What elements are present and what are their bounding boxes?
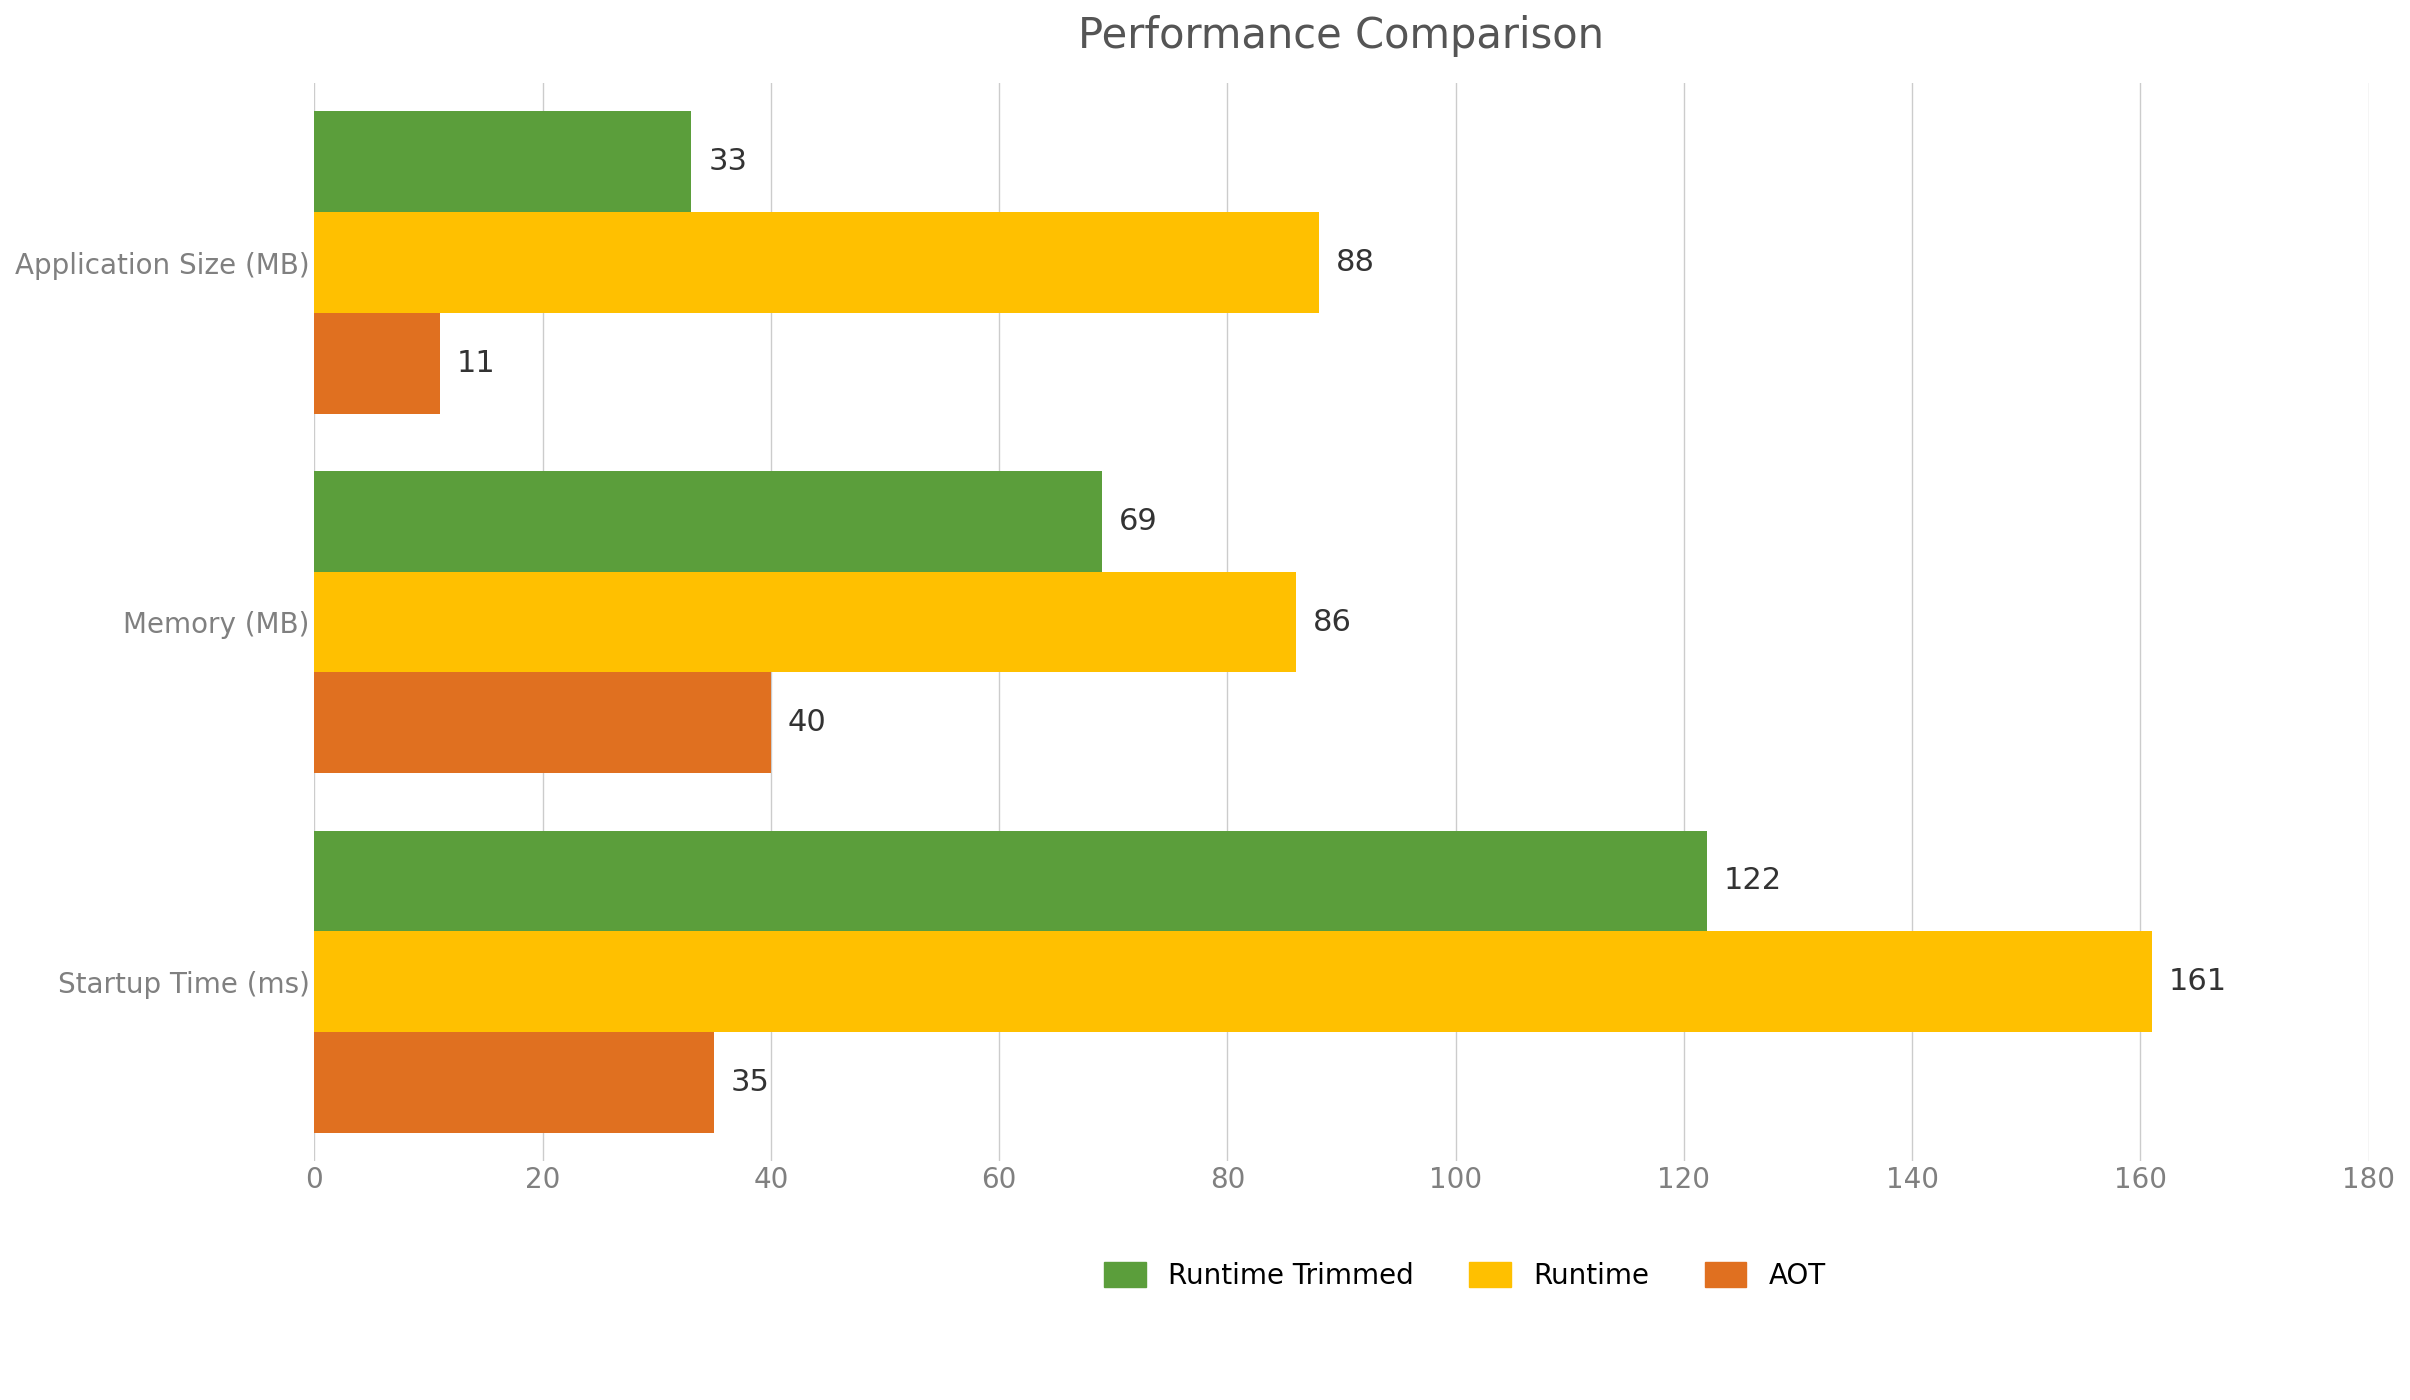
Bar [313, 112, 692, 213]
Bar [313, 571, 1297, 672]
Title: Performance Comparison: Performance Comparison [1080, 15, 1605, 57]
Bar [313, 672, 771, 773]
Bar [313, 1032, 713, 1133]
Text: 161: 161 [2169, 967, 2227, 997]
Bar [313, 213, 1318, 312]
Bar [313, 931, 2152, 1032]
Legend: Runtime Trimmed, Runtime, AOT: Runtime Trimmed, Runtime, AOT [1092, 1250, 1836, 1301]
Text: 33: 33 [709, 147, 747, 176]
Text: 86: 86 [1313, 608, 1352, 637]
Text: 40: 40 [788, 708, 827, 738]
Text: 69: 69 [1118, 507, 1157, 536]
Bar [313, 312, 441, 413]
Bar [313, 470, 1101, 571]
Text: 122: 122 [1723, 867, 1781, 896]
Text: 88: 88 [1335, 248, 1374, 277]
Bar [313, 830, 1706, 931]
Text: 35: 35 [730, 1068, 769, 1096]
Text: 11: 11 [458, 349, 496, 378]
